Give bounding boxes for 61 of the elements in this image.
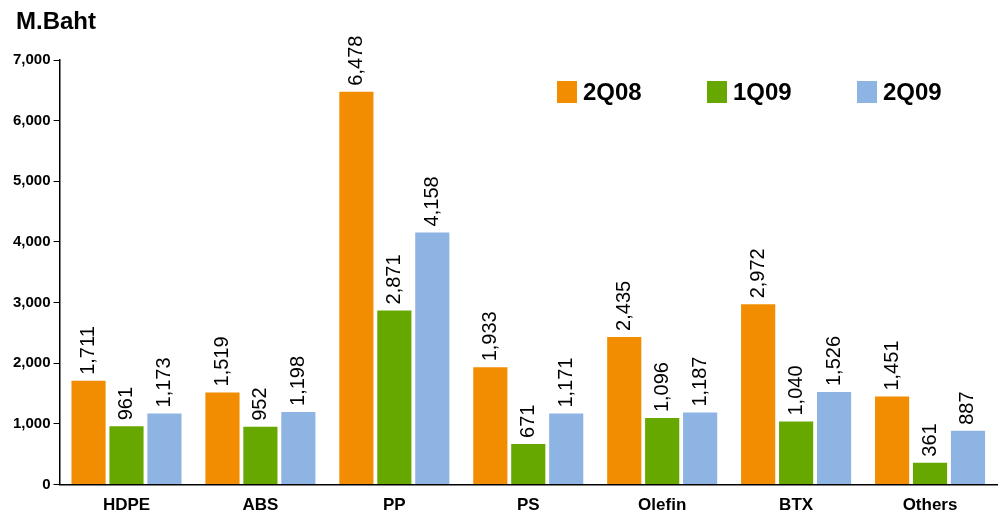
bar xyxy=(281,411,316,485)
legend-label: 1Q09 xyxy=(733,77,792,105)
data-label: 1,198 xyxy=(285,355,308,406)
y-tick-label: 1,000 xyxy=(12,414,51,432)
data-label: 1,173 xyxy=(151,357,174,408)
y-tick-label: 5,000 xyxy=(12,171,51,189)
bar xyxy=(243,426,278,485)
data-label: 1,451 xyxy=(879,340,902,391)
data-label: 2,972 xyxy=(745,248,768,299)
data-label: 2,435 xyxy=(611,280,634,331)
x-tick-label: BTX xyxy=(779,495,814,515)
bar xyxy=(875,396,910,485)
bar xyxy=(339,91,374,485)
x-tick-label: HDPE xyxy=(102,495,151,515)
bar xyxy=(950,430,986,485)
y-tick-label: 3,000 xyxy=(12,292,51,310)
data-label: 1,096 xyxy=(649,362,672,413)
bar xyxy=(741,304,776,485)
x-tick-label: Olefin xyxy=(638,495,687,515)
x-tick-label: Others xyxy=(902,495,958,515)
bar xyxy=(377,310,412,485)
y-tick-label: 7,000 xyxy=(12,50,51,68)
bar xyxy=(109,426,144,485)
data-label: 2,871 xyxy=(381,254,404,305)
y-tick-label: 4,000 xyxy=(12,232,51,250)
data-label: 6,478 xyxy=(343,35,366,86)
bar xyxy=(511,443,546,485)
legend-label: 2Q09 xyxy=(883,77,942,105)
bar xyxy=(473,367,508,485)
data-label: 4,158 xyxy=(419,176,442,227)
bar xyxy=(147,413,182,485)
data-label: 1,187 xyxy=(687,356,710,407)
data-label: 671 xyxy=(515,404,538,438)
data-label: 887 xyxy=(955,391,978,425)
y-tick-label: 6,000 xyxy=(12,110,51,128)
x-tick-label: PP xyxy=(383,495,406,515)
bar xyxy=(683,412,718,485)
bar xyxy=(645,418,680,485)
data-label: 1,519 xyxy=(209,336,232,387)
data-label: 1,711 xyxy=(76,326,99,375)
legend-label: 2Q08 xyxy=(583,77,642,105)
data-label: 1,040 xyxy=(783,365,806,416)
bar xyxy=(816,392,852,485)
data-label: 952 xyxy=(247,387,270,421)
data-label: 1,171 xyxy=(553,357,576,408)
bar xyxy=(607,336,642,485)
x-tick-label: PS xyxy=(516,495,540,515)
y-tick-label: 0 xyxy=(42,474,51,492)
data-label: 961 xyxy=(114,386,137,421)
bar xyxy=(205,392,240,485)
data-label: 1,526 xyxy=(821,335,844,387)
data-label: 1,933 xyxy=(477,311,500,362)
bar xyxy=(71,380,106,485)
bar xyxy=(549,413,584,485)
bar xyxy=(415,232,450,485)
bar xyxy=(779,421,814,485)
bar xyxy=(912,462,948,485)
x-tick-label: ABS xyxy=(242,495,279,515)
y-tick-label: 2,000 xyxy=(12,353,51,371)
y-axis-title: M.Baht xyxy=(16,6,96,34)
data-label: 361 xyxy=(917,423,940,457)
